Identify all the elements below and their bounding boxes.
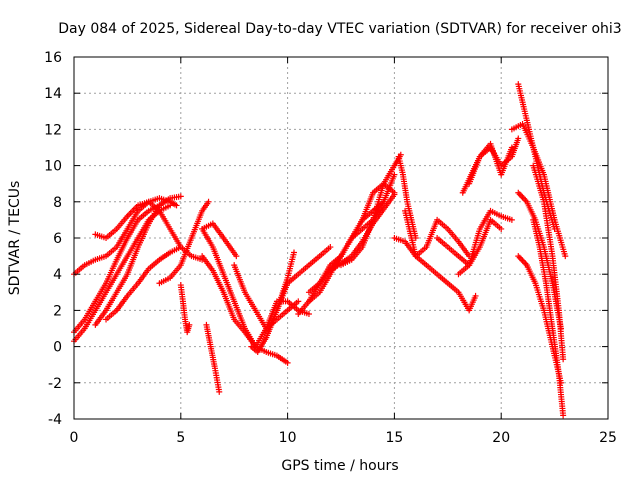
data-point xyxy=(327,244,334,251)
data-point xyxy=(291,249,298,256)
y-tick-label: 8 xyxy=(53,195,62,211)
data-points xyxy=(71,81,569,419)
data-point xyxy=(472,292,479,299)
data-point xyxy=(295,298,302,305)
series-a9 xyxy=(177,282,193,336)
x-tick-label: 0 xyxy=(70,430,79,446)
y-tick-label: 14 xyxy=(44,86,62,102)
x-tick-label: 20 xyxy=(492,430,510,446)
series-b2 xyxy=(199,253,312,350)
data-point xyxy=(216,388,223,395)
y-tick-label: 0 xyxy=(53,340,62,356)
chart-title: Day 084 of 2025, Sidereal Day-to-day VTE… xyxy=(58,21,621,37)
series-b4 xyxy=(231,262,302,332)
x-tick-label: 15 xyxy=(385,430,403,446)
series-b6 xyxy=(263,244,334,341)
x-tick-label: 10 xyxy=(279,430,297,446)
series-c6 xyxy=(395,153,419,241)
data-point xyxy=(551,225,558,232)
data-point xyxy=(305,311,312,318)
data-point xyxy=(233,253,240,260)
data-point xyxy=(205,198,212,205)
y-tick-label: 12 xyxy=(44,122,62,138)
y-tick-label: 6 xyxy=(53,231,62,247)
y-tick-label: 10 xyxy=(44,159,62,175)
data-point xyxy=(508,216,515,223)
x-axis-label: GPS time / hours xyxy=(281,458,398,474)
axis-ticks: 0 5 10 15 20 25 -4 -2 0 2 4 6 8 10 12 14 16 xyxy=(44,50,617,446)
series-d2 xyxy=(455,207,515,278)
series-a6 xyxy=(92,198,163,241)
series-b3 xyxy=(199,220,240,260)
series-a4 xyxy=(92,193,184,328)
series-c8 xyxy=(402,207,473,260)
data-point xyxy=(380,198,387,205)
series-d1 xyxy=(434,216,505,269)
series-d6 xyxy=(515,81,558,232)
series-d10 xyxy=(530,162,567,363)
data-point xyxy=(498,225,505,232)
series-a7 xyxy=(156,207,206,263)
data-point xyxy=(560,356,567,363)
y-tick-label: -4 xyxy=(48,412,62,428)
series-a10 xyxy=(203,321,223,395)
x-tick-label: 5 xyxy=(176,430,185,446)
y-tick-label: 16 xyxy=(44,50,62,66)
data-point xyxy=(562,253,569,260)
series-a2 xyxy=(71,202,163,336)
series-a8 xyxy=(156,198,212,287)
grid-layer xyxy=(74,57,608,419)
x-tick-label: 25 xyxy=(599,430,617,446)
y-tick-label: -2 xyxy=(48,376,62,392)
data-point xyxy=(177,193,184,200)
data-point xyxy=(186,321,193,328)
data-point xyxy=(284,359,291,366)
series-d4 xyxy=(466,140,515,187)
data-point xyxy=(173,202,180,209)
data-point xyxy=(560,412,567,419)
data-point xyxy=(515,135,522,142)
y-tick-label: 2 xyxy=(53,303,62,319)
data-point xyxy=(167,202,174,209)
series-a5 xyxy=(103,244,184,323)
data-point xyxy=(391,171,398,178)
series-d9 xyxy=(530,216,567,419)
data-point xyxy=(508,144,515,151)
y-tick-label: 4 xyxy=(53,267,62,283)
data-point xyxy=(391,191,398,198)
y-axis-label: SDTVAR / TECUs xyxy=(7,181,23,296)
